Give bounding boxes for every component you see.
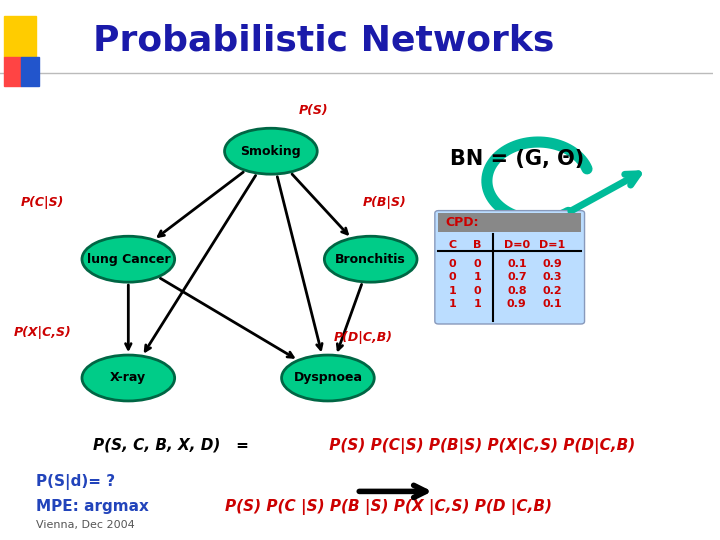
Ellipse shape	[324, 237, 417, 282]
Text: 0.2: 0.2	[543, 286, 562, 295]
Ellipse shape	[225, 128, 318, 174]
Text: C: C	[449, 240, 456, 249]
Text: P(B|S): P(B|S)	[363, 196, 407, 209]
Text: 0.1: 0.1	[543, 299, 562, 309]
FancyBboxPatch shape	[435, 211, 585, 324]
Text: 1: 1	[449, 299, 456, 309]
Text: 1: 1	[474, 272, 482, 282]
Text: 0.3: 0.3	[543, 272, 562, 282]
Text: B: B	[474, 240, 482, 249]
Ellipse shape	[82, 355, 175, 401]
Text: Bronchitis: Bronchitis	[336, 253, 406, 266]
Text: BN = (G, Θ): BN = (G, Θ)	[450, 149, 584, 170]
Text: P(D|C,B): P(D|C,B)	[334, 331, 393, 344]
Text: 0.9: 0.9	[543, 259, 562, 268]
FancyBboxPatch shape	[438, 213, 581, 232]
Text: Dyspnoea: Dyspnoea	[294, 372, 362, 384]
Text: Vienna, Dec 2004: Vienna, Dec 2004	[36, 520, 135, 530]
Bar	[22, 57, 39, 86]
Text: 0: 0	[449, 259, 456, 268]
Text: P(S) P(C|S) P(B|S) P(X|C,S) P(D|C,B): P(S) P(C|S) P(B|S) P(X|C,S) P(D|C,B)	[324, 437, 636, 454]
Text: 0.1: 0.1	[507, 259, 526, 268]
Text: 0.9: 0.9	[507, 299, 527, 309]
Text: 1: 1	[474, 299, 482, 309]
Text: 1: 1	[449, 286, 456, 295]
Text: lung Cancer: lung Cancer	[86, 253, 170, 266]
Text: X-ray: X-ray	[110, 372, 146, 384]
Text: MPE: argmax: MPE: argmax	[36, 499, 154, 514]
Text: 0: 0	[474, 286, 482, 295]
Text: P(C|S): P(C|S)	[21, 196, 65, 209]
Text: 0: 0	[474, 259, 482, 268]
Text: P(S): P(S)	[299, 104, 328, 117]
Text: P(S, C, B, X, D)   =: P(S, C, B, X, D) =	[93, 438, 248, 453]
Text: 0: 0	[449, 272, 456, 282]
Text: CPD:: CPD:	[446, 216, 479, 229]
Text: 0.7: 0.7	[507, 272, 526, 282]
Text: Smoking: Smoking	[240, 145, 301, 158]
Text: Probabilistic Networks: Probabilistic Networks	[93, 24, 554, 57]
Text: P(S) P(C |S) P(B |S) P(X |C,S) P(D |C,B): P(S) P(C |S) P(B |S) P(X |C,S) P(D |C,B)	[225, 498, 552, 515]
Text: D=0: D=0	[504, 240, 530, 249]
Text: 0.8: 0.8	[507, 286, 526, 295]
Bar	[4, 57, 22, 86]
Ellipse shape	[282, 355, 374, 401]
Text: P(S|d)= ?: P(S|d)= ?	[36, 474, 114, 490]
Text: D=1: D=1	[539, 240, 566, 249]
Bar	[4, 16, 36, 57]
Text: P(X|C,S): P(X|C,S)	[14, 326, 72, 339]
Ellipse shape	[82, 237, 175, 282]
